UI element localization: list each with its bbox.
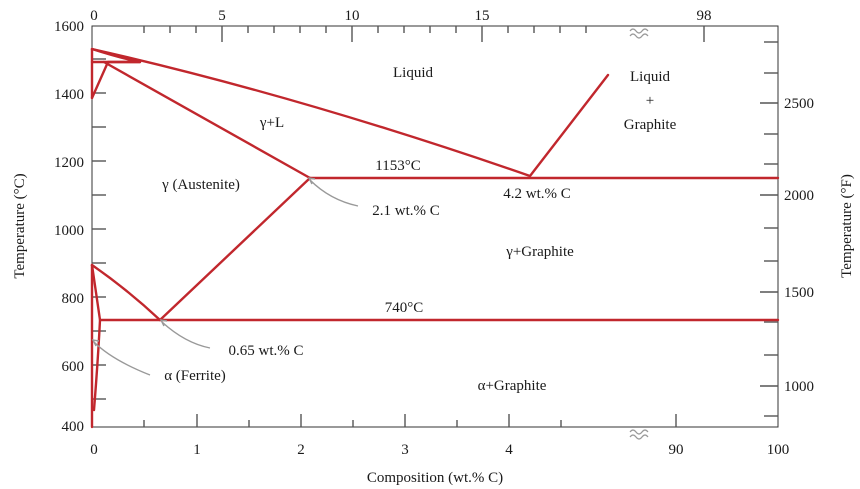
right-axis-ticks bbox=[760, 42, 778, 416]
region-austenite: γ (Austenite) bbox=[161, 177, 240, 193]
left-tick-1000: 1000 bbox=[54, 223, 84, 239]
top-axis-labels: 0 5 10 15 98 bbox=[90, 8, 711, 24]
left-tick-600: 600 bbox=[62, 359, 85, 375]
top-tick-10: 10 bbox=[345, 8, 360, 24]
left-tick-400: 400 bbox=[62, 419, 85, 435]
right-tick-1000: 1000 bbox=[784, 379, 814, 395]
region-liquid: Liquid bbox=[393, 65, 433, 81]
bottom-tick-3: 3 bbox=[401, 442, 409, 458]
left-tick-1600: 1600 bbox=[54, 19, 84, 35]
delta-region-boundary bbox=[92, 49, 140, 98]
top-tick-0: 0 bbox=[90, 8, 98, 24]
bottom-tick-100: 100 bbox=[767, 442, 790, 458]
left-axis-title: Temperature (°C) bbox=[12, 173, 28, 278]
bottom-tick-1: 1 bbox=[193, 442, 201, 458]
bottom-tick-4: 4 bbox=[505, 442, 513, 458]
eutectoid-temperature-label: 740°C bbox=[385, 300, 424, 316]
acm-line bbox=[160, 178, 310, 320]
bottom-axis-ticks bbox=[144, 414, 676, 427]
top-tick-98: 98 bbox=[697, 8, 712, 24]
right-axis-title: Temperature (°F) bbox=[839, 174, 855, 278]
liquidus-line bbox=[92, 49, 608, 176]
left-tick-800: 800 bbox=[62, 291, 85, 307]
max-solubility-label: 2.1 wt.% C bbox=[372, 203, 440, 219]
region-alpha-graphite: α+Graphite bbox=[478, 378, 547, 394]
bottom-tick-2: 2 bbox=[297, 442, 305, 458]
bottom-tick-90: 90 bbox=[669, 442, 684, 458]
left-tick-1400: 1400 bbox=[54, 87, 84, 103]
left-axis-labels: 1600 1400 1200 1000 800 600 400 bbox=[54, 19, 84, 435]
region-liquid-graphite-line2: + bbox=[646, 93, 654, 109]
eutectic-temperature-label: 1153°C bbox=[375, 158, 420, 174]
right-tick-1500: 1500 bbox=[784, 285, 814, 301]
top-tick-5: 5 bbox=[218, 8, 226, 24]
bottom-axis-title: Composition (wt.% C) bbox=[367, 470, 503, 486]
eutectic-composition-label: 4.2 wt.% C bbox=[503, 186, 571, 202]
left-tick-1200: 1200 bbox=[54, 155, 84, 171]
right-tick-2500: 2500 bbox=[784, 96, 814, 112]
region-gamma-liquid: γ+L bbox=[259, 115, 284, 131]
region-liquid-graphite-line3: Graphite bbox=[624, 117, 677, 133]
right-axis-labels: 2500 2000 1500 1000 bbox=[784, 96, 814, 395]
eutectoid-composition-label: 0.65 wt.% C bbox=[229, 343, 304, 359]
a3-line bbox=[92, 265, 160, 320]
leader-lines bbox=[93, 178, 358, 375]
plot-frame bbox=[92, 26, 778, 427]
bottom-axis-labels: 0 1 2 3 4 90 100 bbox=[90, 442, 789, 458]
right-tick-2000: 2000 bbox=[784, 188, 814, 204]
region-liquid-graphite-line1: Liquid bbox=[630, 69, 670, 85]
top-tick-15: 15 bbox=[475, 8, 490, 24]
axis-break-marks bbox=[630, 29, 648, 439]
top-axis-ticks bbox=[144, 26, 704, 42]
bottom-tick-0: 0 bbox=[90, 442, 98, 458]
region-gamma-graphite: γ+Graphite bbox=[505, 244, 574, 260]
ferrite-label: α (Ferrite) bbox=[164, 368, 226, 384]
